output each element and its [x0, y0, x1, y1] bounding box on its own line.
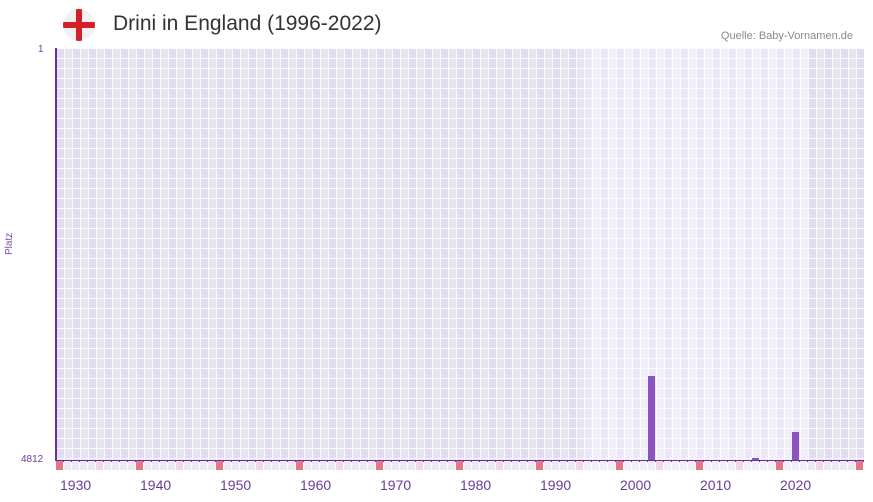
x-tick-1930: 1930: [60, 477, 92, 493]
x-tick-1950: 1950: [220, 477, 252, 493]
x-tick-2010: 2010: [700, 477, 732, 493]
bar-2020[interactable]: [792, 432, 799, 460]
x-tick-2000: 2000: [620, 477, 652, 493]
x-tick-1940: 1940: [140, 477, 172, 493]
y-axis-line: [55, 48, 57, 461]
y-axis-title: Platz: [4, 232, 15, 255]
plot-area: [56, 48, 864, 460]
bar-2002[interactable]: [648, 375, 655, 460]
bar-2015[interactable]: [752, 458, 759, 460]
y-tick-bottom: 4812: [21, 454, 44, 465]
x-tick-1990: 1990: [540, 477, 572, 493]
x-tick-2020: 2020: [780, 477, 812, 493]
x-tick-1980: 1980: [460, 477, 492, 493]
x-tick-1970: 1970: [380, 477, 412, 493]
chart-title: Drini in England (1996-2022): [113, 12, 382, 35]
source-label: Quelle: Baby-Vornamen.de: [720, 30, 853, 42]
england-flag-icon: [63, 9, 95, 41]
y-tick-top: 1: [38, 44, 44, 55]
x-tick-1960: 1960: [300, 477, 332, 493]
